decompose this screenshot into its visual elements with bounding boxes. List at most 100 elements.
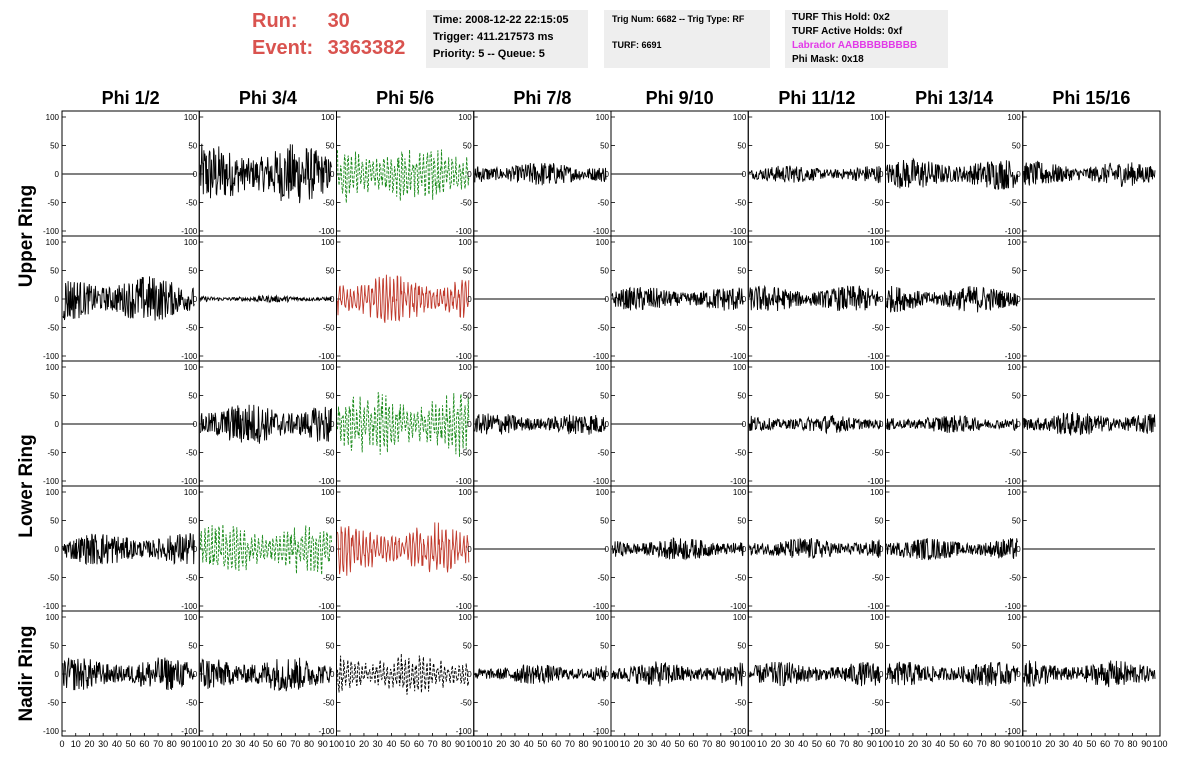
panel-r4-c6: 100 50 0 -50 -100	[730, 485, 886, 612]
y-tick-label: -100	[867, 727, 884, 736]
x-tick-label: 40	[249, 739, 259, 749]
y-tick-label: -50	[597, 199, 609, 208]
waveform-trace	[199, 524, 332, 575]
y-tick-label: 100	[184, 363, 198, 372]
y-tick-label: -100	[867, 477, 884, 486]
y-tick-label: -100	[593, 602, 610, 611]
x-tick-label: 90	[592, 739, 602, 749]
panel-frame	[61, 360, 200, 487]
y-tick-label: -100	[730, 352, 747, 361]
priority-text: Priority: 5 -- Queue: 5	[433, 48, 545, 60]
y-tick-label: -100	[593, 227, 610, 236]
waveform-trace	[62, 657, 195, 691]
y-tick-label: 50	[1012, 267, 1021, 276]
x-tick-label: 50	[1086, 739, 1096, 749]
panel-r5-c3: 100 50 0 -50 -100	[318, 610, 475, 737]
y-tick-label: -100	[181, 352, 198, 361]
y-tick-label: 100	[596, 363, 610, 372]
waveform-trace	[199, 404, 332, 444]
y-tick-label: -50	[597, 574, 609, 583]
waveform-trace	[337, 149, 470, 203]
panel-r4-c7: 100 50 0 -50 -100	[867, 485, 1024, 612]
y-tick-label: -100	[730, 477, 747, 486]
x-tick-label: 60	[551, 739, 561, 749]
panel-r3-c7: 100 50 0 -50 -100	[867, 360, 1024, 487]
column-header-2: Phi 3/4	[239, 88, 297, 108]
y-tick-label: 0	[879, 670, 884, 679]
row-label-1: Upper Ring	[16, 185, 37, 287]
y-tick-label: -100	[1005, 602, 1022, 611]
y-tick-label: -50	[323, 449, 335, 458]
panel-r3-c3: 100 50 0 -50 -100	[318, 360, 475, 487]
y-tick-label: 100	[46, 113, 60, 122]
x-tick-label: 80	[441, 739, 451, 749]
x-tick-label: 30	[647, 739, 657, 749]
panel-frame	[473, 235, 612, 362]
panel-frame	[1022, 235, 1161, 362]
x-tick-label: 80	[716, 739, 726, 749]
column-header-4: Phi 7/8	[513, 88, 571, 108]
x-tick-label: 100	[603, 739, 618, 749]
y-tick-label: -50	[1009, 449, 1021, 458]
y-tick-label: 50	[50, 642, 59, 651]
y-tick-label: 50	[600, 142, 609, 151]
y-tick-label: 50	[463, 642, 472, 651]
waveform-trace	[474, 413, 607, 435]
y-tick-label: 50	[463, 392, 472, 401]
column-header-6: Phi 11/12	[778, 88, 855, 108]
y-tick-label: 50	[188, 517, 197, 526]
panel-r2-c1: 100 50 0 -50 -100	[43, 235, 200, 362]
waveform-trace	[886, 285, 1019, 313]
panel-r2-c3: 100 50 0 -50 -100	[318, 235, 475, 362]
y-tick-label: 50	[875, 517, 884, 526]
y-tick-label: 100	[458, 113, 472, 122]
y-tick-label: 0	[1016, 670, 1021, 679]
x-tick-label: 30	[235, 739, 245, 749]
x-tick-label: 90	[1141, 739, 1151, 749]
y-tick-label: -50	[735, 324, 747, 333]
y-tick-label: 100	[184, 488, 198, 497]
y-tick-label: 0	[605, 670, 610, 679]
y-tick-label: 100	[46, 488, 60, 497]
waveform-trace	[337, 653, 470, 695]
y-tick-label: -100	[1005, 727, 1022, 736]
y-tick-label: 0	[879, 170, 884, 179]
y-tick-label: 100	[870, 363, 884, 372]
y-tick-label: 50	[326, 517, 335, 526]
column-header-7: Phi 13/14	[915, 88, 993, 108]
waveform-trace	[337, 392, 470, 457]
waveform-trace	[886, 538, 1019, 561]
panel-r2-c2: 100 50 0 -50 -100	[181, 235, 337, 362]
y-tick-label: -50	[323, 324, 335, 333]
panel-r1-c5: 100 50 0 -50 -100	[593, 110, 749, 237]
y-tick-label: 50	[50, 267, 59, 276]
x-tick-label: 60	[414, 739, 424, 749]
y-tick-label: 0	[193, 295, 198, 304]
y-tick-label: -50	[597, 449, 609, 458]
turf-active-text: TURF Active Holds: 0xf	[792, 26, 903, 37]
waveform-trace	[474, 664, 607, 685]
y-tick-label: 0	[1016, 170, 1021, 179]
x-tick-label: 10	[482, 739, 492, 749]
y-tick-label: 0	[55, 295, 60, 304]
waveform-trace	[886, 157, 1019, 191]
y-tick-label: 0	[879, 545, 884, 554]
y-tick-label: 0	[55, 170, 60, 179]
x-tick-label: 100	[466, 739, 481, 749]
x-tick-label: 70	[702, 739, 712, 749]
x-tick-label: 90	[1004, 739, 1014, 749]
panel-frame	[610, 110, 749, 237]
x-tick-label: 80	[990, 739, 1000, 749]
y-tick-label: 0	[742, 670, 747, 679]
y-tick-label: 50	[600, 517, 609, 526]
y-tick-label: 50	[737, 142, 746, 151]
y-tick-label: -100	[318, 227, 335, 236]
x-tick-label: 30	[784, 739, 794, 749]
y-tick-label: 100	[733, 238, 747, 247]
y-tick-label: -100	[181, 727, 198, 736]
trigger-text: Trigger: 411.217573 ms	[433, 31, 554, 43]
waveform-trace	[337, 274, 470, 323]
x-tick-label: 10	[1031, 739, 1041, 749]
y-tick-label: -50	[735, 574, 747, 583]
y-tick-label: -50	[1009, 199, 1021, 208]
